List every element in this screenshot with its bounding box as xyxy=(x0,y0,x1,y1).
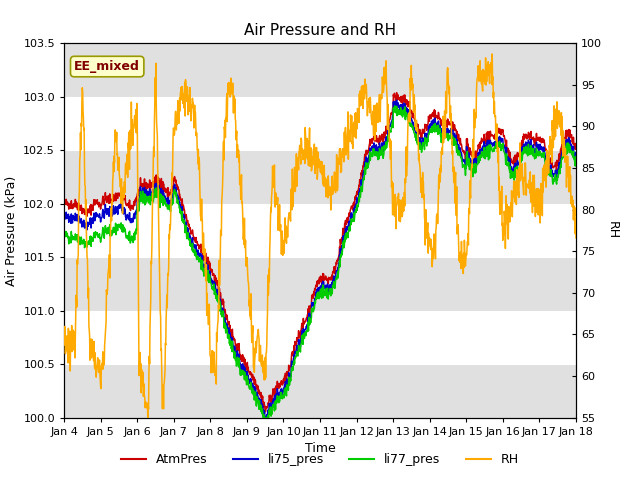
Bar xyxy=(64,43,576,96)
Text: EE_mixed: EE_mixed xyxy=(74,60,140,73)
Y-axis label: RH: RH xyxy=(605,221,618,240)
Bar xyxy=(64,150,576,204)
Title: Air Pressure and RH: Air Pressure and RH xyxy=(244,23,396,38)
Bar xyxy=(64,364,576,418)
X-axis label: Time: Time xyxy=(305,442,335,455)
Bar xyxy=(64,204,576,257)
Y-axis label: Air Pressure (kPa): Air Pressure (kPa) xyxy=(4,175,18,286)
Bar xyxy=(64,96,576,150)
Bar xyxy=(64,257,576,311)
Bar xyxy=(64,311,576,364)
Legend: AtmPres, li75_pres, li77_pres, RH: AtmPres, li75_pres, li77_pres, RH xyxy=(116,448,524,471)
